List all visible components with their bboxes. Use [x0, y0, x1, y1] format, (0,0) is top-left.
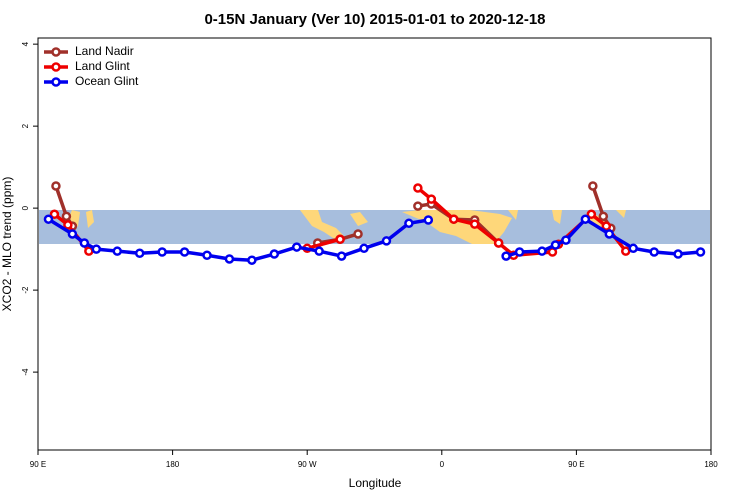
data-point	[598, 211, 609, 222]
data-point	[469, 219, 480, 229]
data-point	[381, 236, 392, 246]
data-point	[335, 234, 345, 245]
data-point	[91, 244, 102, 254]
data-point	[61, 211, 72, 222]
data-point	[550, 240, 561, 250]
x-tick-label: 90 W	[298, 460, 317, 469]
y-tick-label: 2	[21, 123, 30, 128]
data-point	[628, 243, 638, 254]
legend-label: Land Nadir	[75, 44, 134, 58]
y-tick-label: 0	[21, 205, 30, 210]
legend-marker	[51, 77, 61, 87]
x-tick-label: 180	[166, 460, 180, 469]
data-point	[673, 249, 683, 259]
y-tick-label: -4	[21, 368, 30, 376]
data-point	[413, 183, 423, 193]
data-point	[63, 220, 73, 230]
data-point	[224, 254, 235, 264]
legend-label: Ocean Glint	[75, 74, 139, 88]
data-point	[695, 247, 706, 257]
data-point	[67, 229, 78, 239]
data-point	[426, 194, 437, 204]
x-tick-label: 90 E	[30, 460, 46, 469]
data-point	[561, 235, 571, 245]
legend-marker	[51, 47, 61, 57]
data-point	[79, 238, 90, 248]
data-point	[49, 209, 60, 220]
data-point	[43, 214, 54, 224]
data-point	[449, 214, 459, 224]
data-point	[314, 246, 324, 256]
data-point	[404, 218, 414, 229]
data-point	[621, 246, 631, 256]
data-point	[423, 215, 434, 225]
data-point	[84, 246, 94, 256]
data-point	[269, 249, 280, 259]
data-point	[501, 251, 511, 261]
data-point	[493, 238, 504, 248]
x-tick-label: 180	[704, 460, 718, 469]
data-point	[179, 247, 190, 257]
data-point	[514, 247, 525, 257]
x-tick-label: 0	[440, 460, 445, 469]
data-point	[649, 247, 659, 257]
data-point	[112, 246, 123, 256]
data-point	[157, 247, 167, 257]
data-point	[336, 251, 347, 261]
data-point	[588, 181, 598, 191]
y-axis-label: XCO2 - MLO trend (ppm)	[0, 177, 14, 312]
y-tick-label: -2	[21, 286, 30, 294]
data-point	[601, 221, 612, 231]
data-point	[537, 246, 547, 256]
data-point	[586, 209, 597, 220]
data-point	[580, 214, 591, 224]
data-point	[51, 181, 61, 191]
legend-marker	[51, 62, 61, 72]
data-point	[291, 242, 302, 252]
y-tick-label: 4	[21, 41, 30, 46]
plot-frame	[37, 37, 712, 451]
data-point	[604, 229, 615, 239]
data-point	[134, 248, 145, 258]
data-point	[247, 255, 257, 265]
x-tick-label: 90 E	[568, 460, 584, 469]
data-point	[353, 229, 363, 239]
data-point	[413, 201, 423, 211]
chart-title: 0-15N January (Ver 10) 2015-01-01 to 202…	[204, 11, 545, 28]
x-axis-label: Longitude	[349, 476, 402, 490]
data-point	[359, 243, 369, 254]
legend-label: Land Glint	[75, 59, 130, 73]
data-point	[202, 250, 212, 261]
